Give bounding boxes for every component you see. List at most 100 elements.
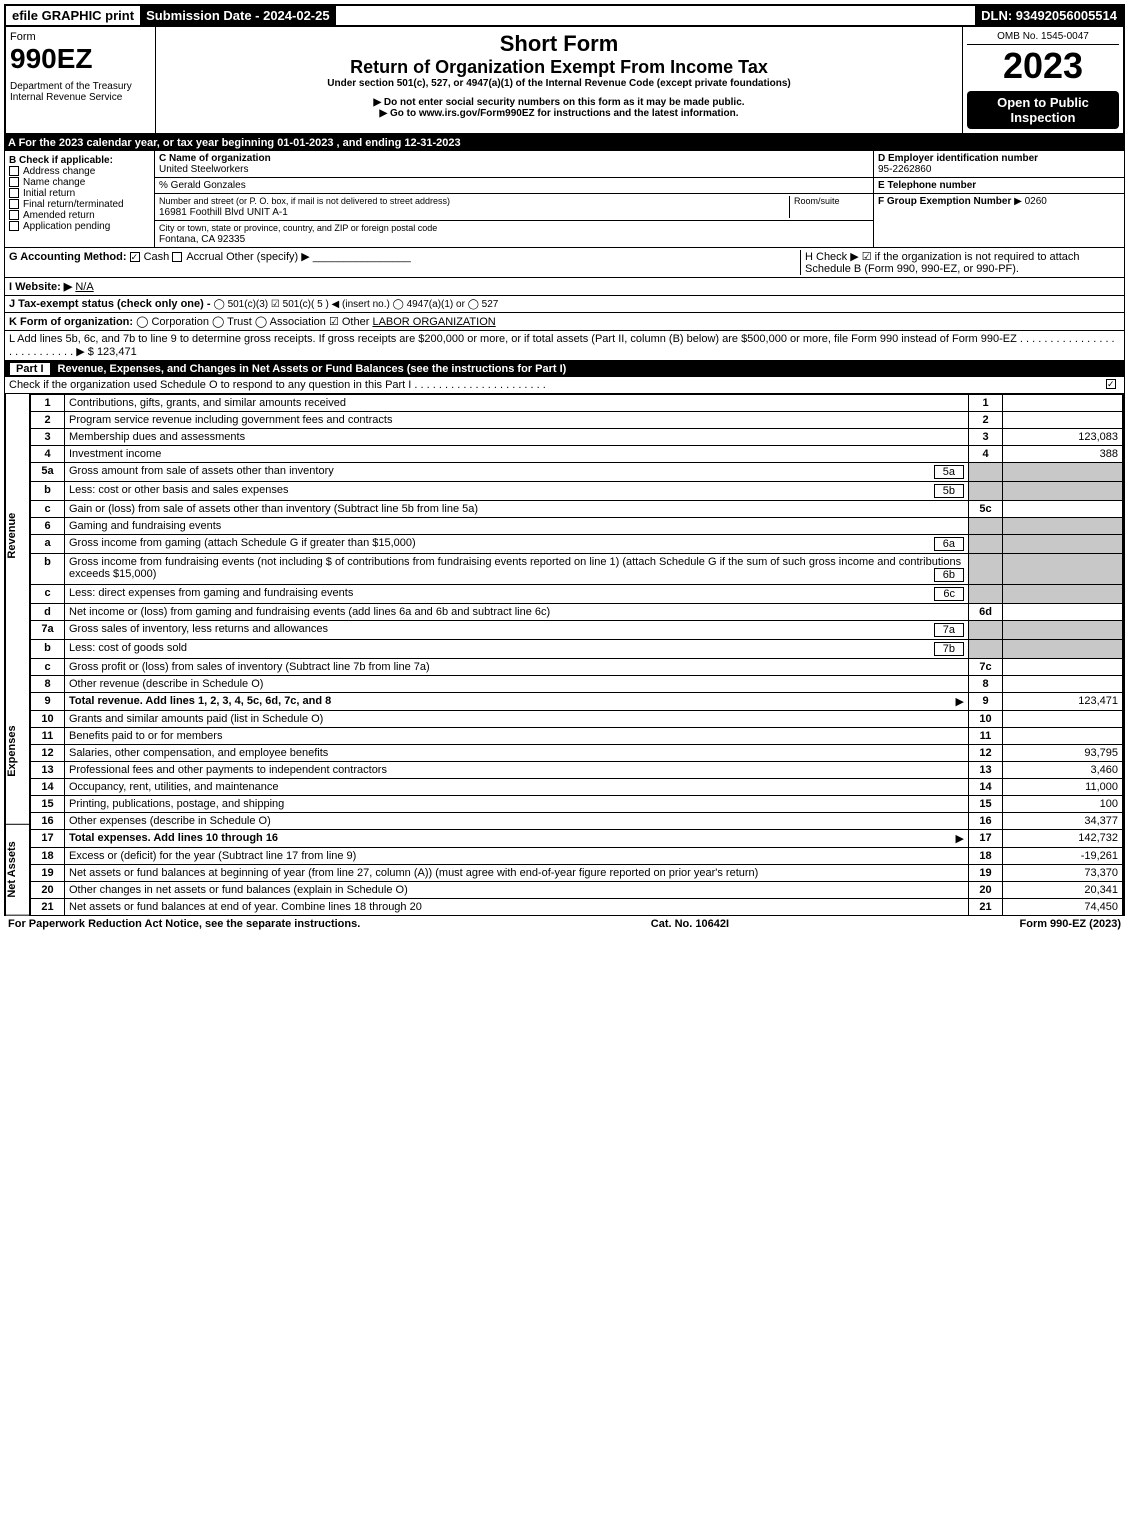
line-20: 20Other changes in net assets or fund ba… [31, 882, 1123, 899]
tax-year: 2023 [967, 45, 1119, 87]
goto-link[interactable]: ▶ Go to www.irs.gov/Form990EZ for instru… [160, 108, 958, 119]
lines-table: 1Contributions, gifts, grants, and simil… [30, 394, 1123, 916]
line-5c: cGain or (loss) from sale of assets othe… [31, 501, 1123, 518]
checkbox-accrual[interactable] [172, 252, 182, 262]
open-to-public: Open to Public Inspection [967, 91, 1119, 129]
checkbox-schedule-o[interactable] [1106, 379, 1116, 389]
part1-title: Revenue, Expenses, and Changes in Net As… [58, 363, 567, 375]
checkbox-amended-return[interactable] [9, 210, 19, 220]
row-i: I Website: ▶ N/A [4, 278, 1125, 296]
org-name: United Steelworkers [159, 164, 248, 175]
city-state-zip: Fontana, CA 92335 [159, 234, 245, 245]
f-label: F Group Exemption Number [878, 196, 1011, 207]
checkbox-initial-return[interactable] [9, 188, 19, 198]
line-5a: 5aGross amount from sale of assets other… [31, 463, 1123, 482]
part1-check-text: Check if the organization used Schedule … [9, 379, 411, 391]
opt-amended-return: Amended return [23, 210, 95, 221]
line-5b: bLess: cost or other basis and sales exp… [31, 482, 1123, 501]
line-6b: bGross income from fundraising events (n… [31, 554, 1123, 585]
g-label: G Accounting Method: [9, 251, 127, 263]
care-of: % Gerald Gonzales [155, 178, 873, 194]
j-label: J Tax-exempt status (check only one) - [9, 298, 211, 310]
checkbox-final-return[interactable] [9, 199, 19, 209]
checkbox-address-change[interactable] [9, 166, 19, 176]
line-6a: aGross income from gaming (attach Schedu… [31, 535, 1123, 554]
line-3: 3Membership dues and assessments3123,083 [31, 429, 1123, 446]
line-10: 10Grants and similar amounts paid (list … [31, 711, 1123, 728]
line-9: 9Total revenue. Add lines 1, 2, 3, 4, 5c… [31, 693, 1123, 711]
line-14: 14Occupancy, rent, utilities, and mainte… [31, 779, 1123, 796]
department-label: Department of the Treasury Internal Reve… [10, 81, 151, 103]
topbar-spacer [336, 6, 976, 25]
line-13: 13Professional fees and other payments t… [31, 762, 1123, 779]
c-label: C Name of organization [159, 153, 271, 164]
l-text: L Add lines 5b, 6c, and 7b to line 9 to … [9, 333, 1017, 345]
opt-address-change: Address change [23, 166, 95, 177]
section-b: B Check if applicable: Address change Na… [5, 151, 155, 247]
l-amount: ▶ $ 123,471 [76, 346, 136, 358]
line-16: 16Other expenses (describe in Schedule O… [31, 813, 1123, 830]
k-options: ◯ Corporation ◯ Trust ◯ Association ☑ Ot… [136, 316, 369, 328]
b-label: B Check if applicable: [9, 155, 113, 166]
form-header: Form 990EZ Department of the Treasury In… [4, 27, 1125, 135]
line-15: 15Printing, publications, postage, and s… [31, 796, 1123, 813]
line-4: 4Investment income4388 [31, 446, 1123, 463]
row-j: J Tax-exempt status (check only one) - ◯… [4, 296, 1125, 313]
form-word: Form [10, 31, 151, 43]
vertical-labels: Revenue Expenses Net Assets [6, 394, 30, 916]
row-l: L Add lines 5b, 6c, and 7b to line 9 to … [4, 331, 1125, 361]
line-1: 1Contributions, gifts, grants, and simil… [31, 395, 1123, 412]
line-12: 12Salaries, other compensation, and empl… [31, 745, 1123, 762]
vlabel-revenue: Revenue [6, 394, 29, 678]
header-right: OMB No. 1545-0047 2023 Open to Public In… [963, 27, 1123, 133]
d-label: D Employer identification number [878, 153, 1038, 164]
e-label: E Telephone number [878, 180, 976, 191]
i-label: I Website: ▶ [9, 281, 72, 293]
checkbox-name-change[interactable] [9, 177, 19, 187]
subtitle: Under section 501(c), 527, or 4947(a)(1)… [160, 78, 958, 89]
city-label: City or town, state or province, country… [159, 223, 437, 233]
line-19: 19Net assets or fund balances at beginni… [31, 865, 1123, 882]
row-gh: G Accounting Method: Cash Accrual Other … [4, 248, 1125, 278]
part1-check-row: Check if the organization used Schedule … [4, 377, 1125, 394]
line-8: 8Other revenue (describe in Schedule O)8 [31, 676, 1123, 693]
dln-label: DLN: 93492056005514 [975, 6, 1123, 25]
opt-accrual: Accrual [186, 251, 223, 263]
form-number: 990EZ [10, 43, 151, 75]
line-a: A For the 2023 calendar year, or tax yea… [4, 135, 1125, 151]
opt-cash: Cash [144, 251, 170, 263]
line-21: 21Net assets or fund balances at end of … [31, 899, 1123, 916]
vlabel-expenses: Expenses [6, 678, 29, 825]
line-6d: dNet income or (loss) from gaming and fu… [31, 604, 1123, 621]
opt-initial-return: Initial return [23, 188, 75, 199]
opt-application-pending: Application pending [23, 221, 110, 232]
street-address: 16981 Foothill Blvd UNIT A-1 [159, 207, 288, 218]
header-mid: Short Form Return of Organization Exempt… [156, 27, 963, 133]
footer-right: Form 990-EZ (2023) [1020, 918, 1121, 930]
part1-label: Part I [10, 363, 50, 375]
line-6: 6Gaming and fundraising events [31, 518, 1123, 535]
line-17: 17Total expenses. Add lines 10 through 1… [31, 830, 1123, 848]
checkbox-application-pending[interactable] [9, 221, 19, 231]
submission-date: Submission Date - 2024-02-25 [140, 6, 336, 25]
header-left: Form 990EZ Department of the Treasury In… [6, 27, 156, 133]
room-suite-label: Room/suite [789, 196, 869, 218]
k-other-value: LABOR ORGANIZATION [372, 316, 495, 328]
street-label: Number and street (or P. O. box, if mail… [159, 196, 450, 206]
opt-final-return: Final return/terminated [23, 199, 124, 210]
line-18: 18Excess or (deficit) for the year (Subt… [31, 848, 1123, 865]
main-table-wrapper: Revenue Expenses Net Assets 1Contributio… [4, 394, 1125, 916]
checkbox-cash[interactable] [130, 252, 140, 262]
line-6c: cLess: direct expenses from gaming and f… [31, 585, 1123, 604]
top-bar: efile GRAPHIC print Submission Date - 20… [4, 4, 1125, 27]
efile-label[interactable]: efile GRAPHIC print [6, 6, 140, 25]
section-def: D Employer identification number 95-2262… [874, 151, 1124, 247]
line-2: 2Program service revenue including gover… [31, 412, 1123, 429]
footer: For Paperwork Reduction Act Notice, see … [4, 916, 1125, 932]
section-c: C Name of organization United Steelworke… [155, 151, 874, 247]
row-k: K Form of organization: ◯ Corporation ◯ … [4, 313, 1125, 331]
part1-header: Part I Revenue, Expenses, and Changes in… [4, 361, 1125, 377]
ein-value: 95-2262860 [878, 164, 931, 175]
vlabel-netassets: Net Assets [6, 824, 29, 916]
h-text: H Check ▶ ☑ if the organization is not r… [800, 250, 1120, 275]
